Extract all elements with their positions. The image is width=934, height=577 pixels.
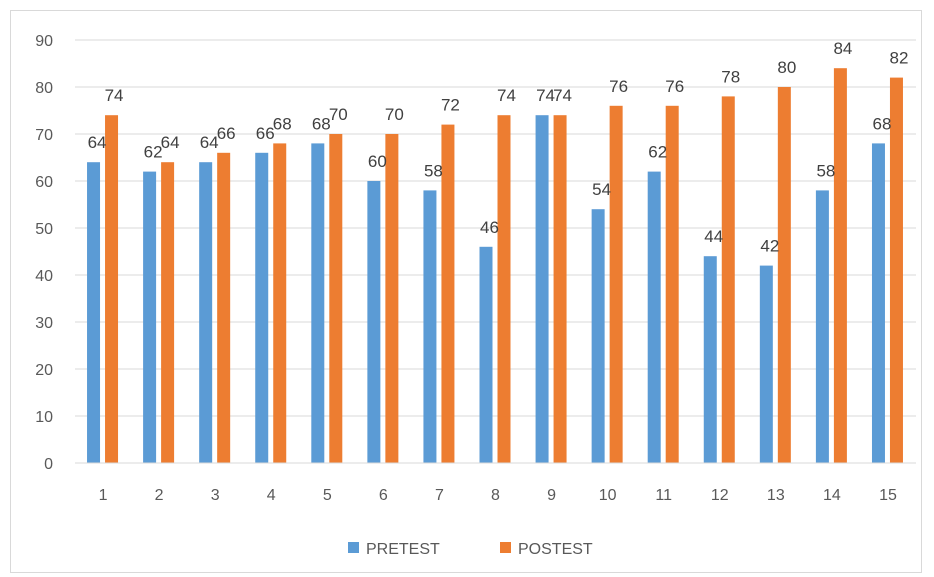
data-label-pretest-6: 60 [368, 152, 387, 171]
y-tick-label: 60 [35, 174, 53, 191]
bar-pretest-1 [87, 162, 101, 463]
x-tick-label: 15 [879, 487, 897, 504]
data-label-pretest-3: 64 [200, 133, 219, 152]
legend-label-postest: POSTEST [518, 541, 593, 558]
data-label-postest-9: 74 [553, 86, 572, 105]
bar-postest-15 [889, 77, 903, 463]
data-label-pretest-5: 68 [312, 114, 331, 133]
data-label-postest-5: 70 [329, 105, 348, 124]
x-tick-label: 11 [655, 487, 672, 504]
data-label-pretest-4: 66 [256, 124, 275, 143]
y-tick-label: 30 [35, 315, 53, 332]
bar-pretest-3 [199, 162, 213, 463]
data-label-pretest-10: 54 [592, 180, 611, 199]
bar-pretest-14 [815, 190, 829, 463]
bar-pretest-8 [479, 246, 493, 463]
data-label-pretest-12: 44 [704, 227, 723, 246]
x-tick-label: 5 [323, 487, 332, 504]
data-label-pretest-7: 58 [424, 161, 443, 180]
data-label-postest-2: 64 [161, 133, 180, 152]
data-label-pretest-1: 64 [88, 133, 107, 152]
bar-pretest-2 [143, 171, 157, 463]
bar-postest-5 [329, 134, 343, 463]
bar-postest-9 [553, 115, 567, 463]
x-tick-label: 6 [379, 487, 388, 504]
data-label-postest-13: 80 [777, 58, 796, 77]
x-axis-tick-labels: 1 2 3 4 5 6 7 8 9 10 11 12 13 14 15 [99, 487, 897, 504]
data-label-pretest-2: 62 [144, 143, 163, 162]
y-tick-label: 70 [35, 127, 53, 144]
bar-postest-2 [161, 162, 175, 463]
x-tick-label: 4 [267, 487, 276, 504]
data-label-postest-4: 68 [273, 114, 292, 133]
y-tick-label: 20 [35, 362, 53, 379]
bar-pretest-15 [871, 143, 885, 463]
bar-postest-3 [217, 152, 231, 464]
x-tick-label: 12 [711, 487, 729, 504]
bar-postest-12 [721, 96, 735, 464]
bar-pretest-12 [703, 256, 717, 463]
data-label-postest-3: 66 [217, 124, 236, 143]
bar-postest-7 [441, 124, 455, 463]
bar-pretest-4 [255, 152, 269, 464]
data-label-postest-7: 72 [441, 96, 460, 115]
y-tick-label: 80 [35, 80, 53, 97]
data-label-postest-6: 70 [385, 105, 404, 124]
data-label-pretest-14: 58 [816, 161, 835, 180]
y-tick-label: 0 [44, 456, 53, 473]
bar-postest-11 [665, 105, 679, 464]
x-tick-label: 3 [211, 487, 220, 504]
x-tick-label: 7 [435, 487, 444, 504]
data-label-pretest-9: 74 [536, 86, 555, 105]
legend-swatch-pretest [348, 542, 359, 553]
bar-postest-6 [385, 134, 399, 463]
y-tick-label: 40 [35, 268, 53, 285]
data-label-postest-10: 76 [609, 77, 628, 96]
bar-postest-10 [609, 105, 623, 464]
legend-swatch-postest [500, 542, 511, 553]
x-tick-label: 10 [599, 487, 617, 504]
data-label-pretest-15: 68 [873, 114, 892, 133]
x-tick-label: 1 [99, 487, 108, 504]
legend: PRETEST POSTEST [348, 541, 593, 558]
data-label-postest-1: 74 [105, 86, 124, 105]
bar-postest-13 [777, 87, 791, 463]
data-label-postest-14: 84 [833, 39, 852, 58]
y-tick-label: 50 [35, 221, 53, 238]
data-label-pretest-13: 42 [760, 237, 779, 256]
data-label-postest-12: 78 [721, 67, 740, 86]
bar-pretest-11 [647, 171, 661, 463]
bar-pretest-5 [311, 143, 325, 463]
legend-label-pretest: PRETEST [366, 541, 440, 558]
bar-pretest-13 [759, 265, 773, 463]
x-tick-label: 9 [547, 487, 556, 504]
y-axis-tick-labels: 0 10 20 30 40 50 60 70 80 90 [35, 33, 53, 473]
bar-pretest-9 [535, 115, 549, 463]
x-tick-label: 14 [823, 487, 841, 504]
x-tick-label: 13 [767, 487, 785, 504]
bar-postest-1 [105, 115, 119, 463]
data-label-postest-15: 82 [890, 49, 909, 68]
y-tick-label: 90 [35, 33, 53, 50]
y-tick-label: 10 [35, 409, 53, 426]
data-label-pretest-8: 46 [480, 218, 499, 237]
bar-postest-14 [833, 68, 847, 463]
gridlines [75, 39, 916, 417]
x-tick-label: 2 [155, 487, 164, 504]
bar-postest-8 [497, 115, 511, 463]
x-tick-label: 8 [491, 487, 500, 504]
bar-pretest-7 [423, 190, 437, 463]
bar-pretest-6 [367, 181, 381, 463]
bar-pretest-10 [591, 209, 605, 463]
bars [87, 68, 903, 464]
data-label-postest-8: 74 [497, 86, 516, 105]
data-label-postest-11: 76 [665, 77, 684, 96]
bar-postest-4 [273, 143, 287, 463]
data-label-pretest-11: 62 [648, 143, 667, 162]
